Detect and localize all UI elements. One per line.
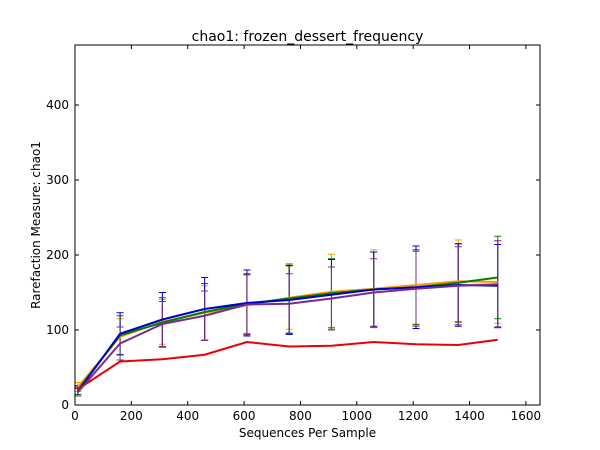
y-tick-label: 300 xyxy=(46,173,69,187)
x-tick-label: 1600 xyxy=(511,409,542,423)
series-line-5 xyxy=(77,283,498,393)
y-axis-label: Rarefaction Measure: chao1 xyxy=(29,141,43,309)
y-tick-label: 200 xyxy=(46,248,69,262)
series-line-4 xyxy=(77,338,498,391)
y-tick-label: 100 xyxy=(46,323,69,337)
x-tick-label: 800 xyxy=(289,409,312,423)
x-tick-label: 600 xyxy=(233,409,256,423)
x-tick-label: 200 xyxy=(120,409,143,423)
x-tick-label: 400 xyxy=(176,409,199,423)
y-tick-label: 0 xyxy=(61,398,69,412)
y-tick-label: 400 xyxy=(46,98,69,112)
axes-frame xyxy=(74,44,541,406)
x-tick-label: 0 xyxy=(71,409,79,423)
plot-area xyxy=(74,235,502,397)
x-tick-label: 1200 xyxy=(398,409,429,423)
x-tick-label: 1400 xyxy=(454,409,485,423)
chart-title: chao1: frozen_dessert_frequency xyxy=(192,29,424,45)
x-tick-label: 1000 xyxy=(342,409,373,423)
x-axis-label: Sequences Per Sample xyxy=(239,426,376,440)
axis-ticks: 0 200 400 600 800 1000 1200 1400 1600 0 100 200 300 4… xyxy=(46,45,541,423)
series-line-3 xyxy=(77,283,498,393)
